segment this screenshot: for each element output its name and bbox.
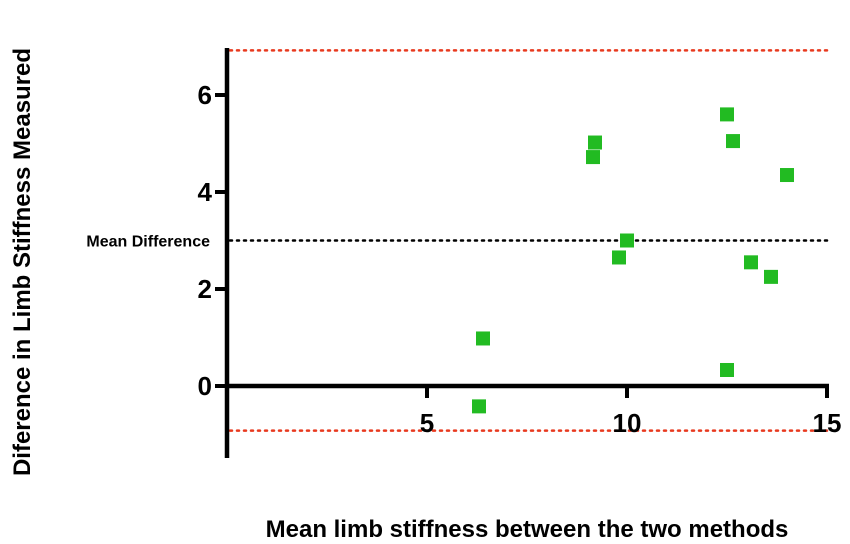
y-tick-label-2: 2 [198, 274, 212, 304]
data-point-4 [612, 250, 626, 265]
data-point-1 [476, 331, 490, 346]
y-tick-label-0: 0 [198, 371, 212, 401]
data-point-2 [586, 150, 600, 165]
data-point-9 [744, 255, 758, 270]
reference-lines [228, 49, 832, 432]
data-points [472, 107, 794, 414]
data-point-7 [726, 134, 740, 149]
labels: Mean Difference 0 2 4 6 5 10 15 [86, 80, 841, 438]
x-tick-label-15: 15 [813, 408, 842, 438]
x-axis-title: Mean limb stiffness between the two meth… [266, 516, 789, 543]
data-point-3 [588, 135, 602, 150]
data-point-8 [720, 362, 734, 377]
data-point-10 [764, 269, 778, 284]
data-point-6 [720, 107, 734, 122]
x-tick-label-10: 10 [613, 408, 642, 438]
axes [215, 48, 829, 458]
y-axis-title: Diference in Limb Stiffness Measured [9, 48, 36, 476]
data-point-11 [780, 168, 794, 183]
y-tick-label-6: 6 [198, 80, 212, 110]
y-tick-label-4: 4 [198, 177, 213, 207]
data-point-5 [620, 233, 634, 248]
x-tick-label-5: 5 [420, 408, 434, 438]
data-point-0 [472, 399, 486, 414]
reference-line-label: Mean Difference [86, 234, 210, 251]
